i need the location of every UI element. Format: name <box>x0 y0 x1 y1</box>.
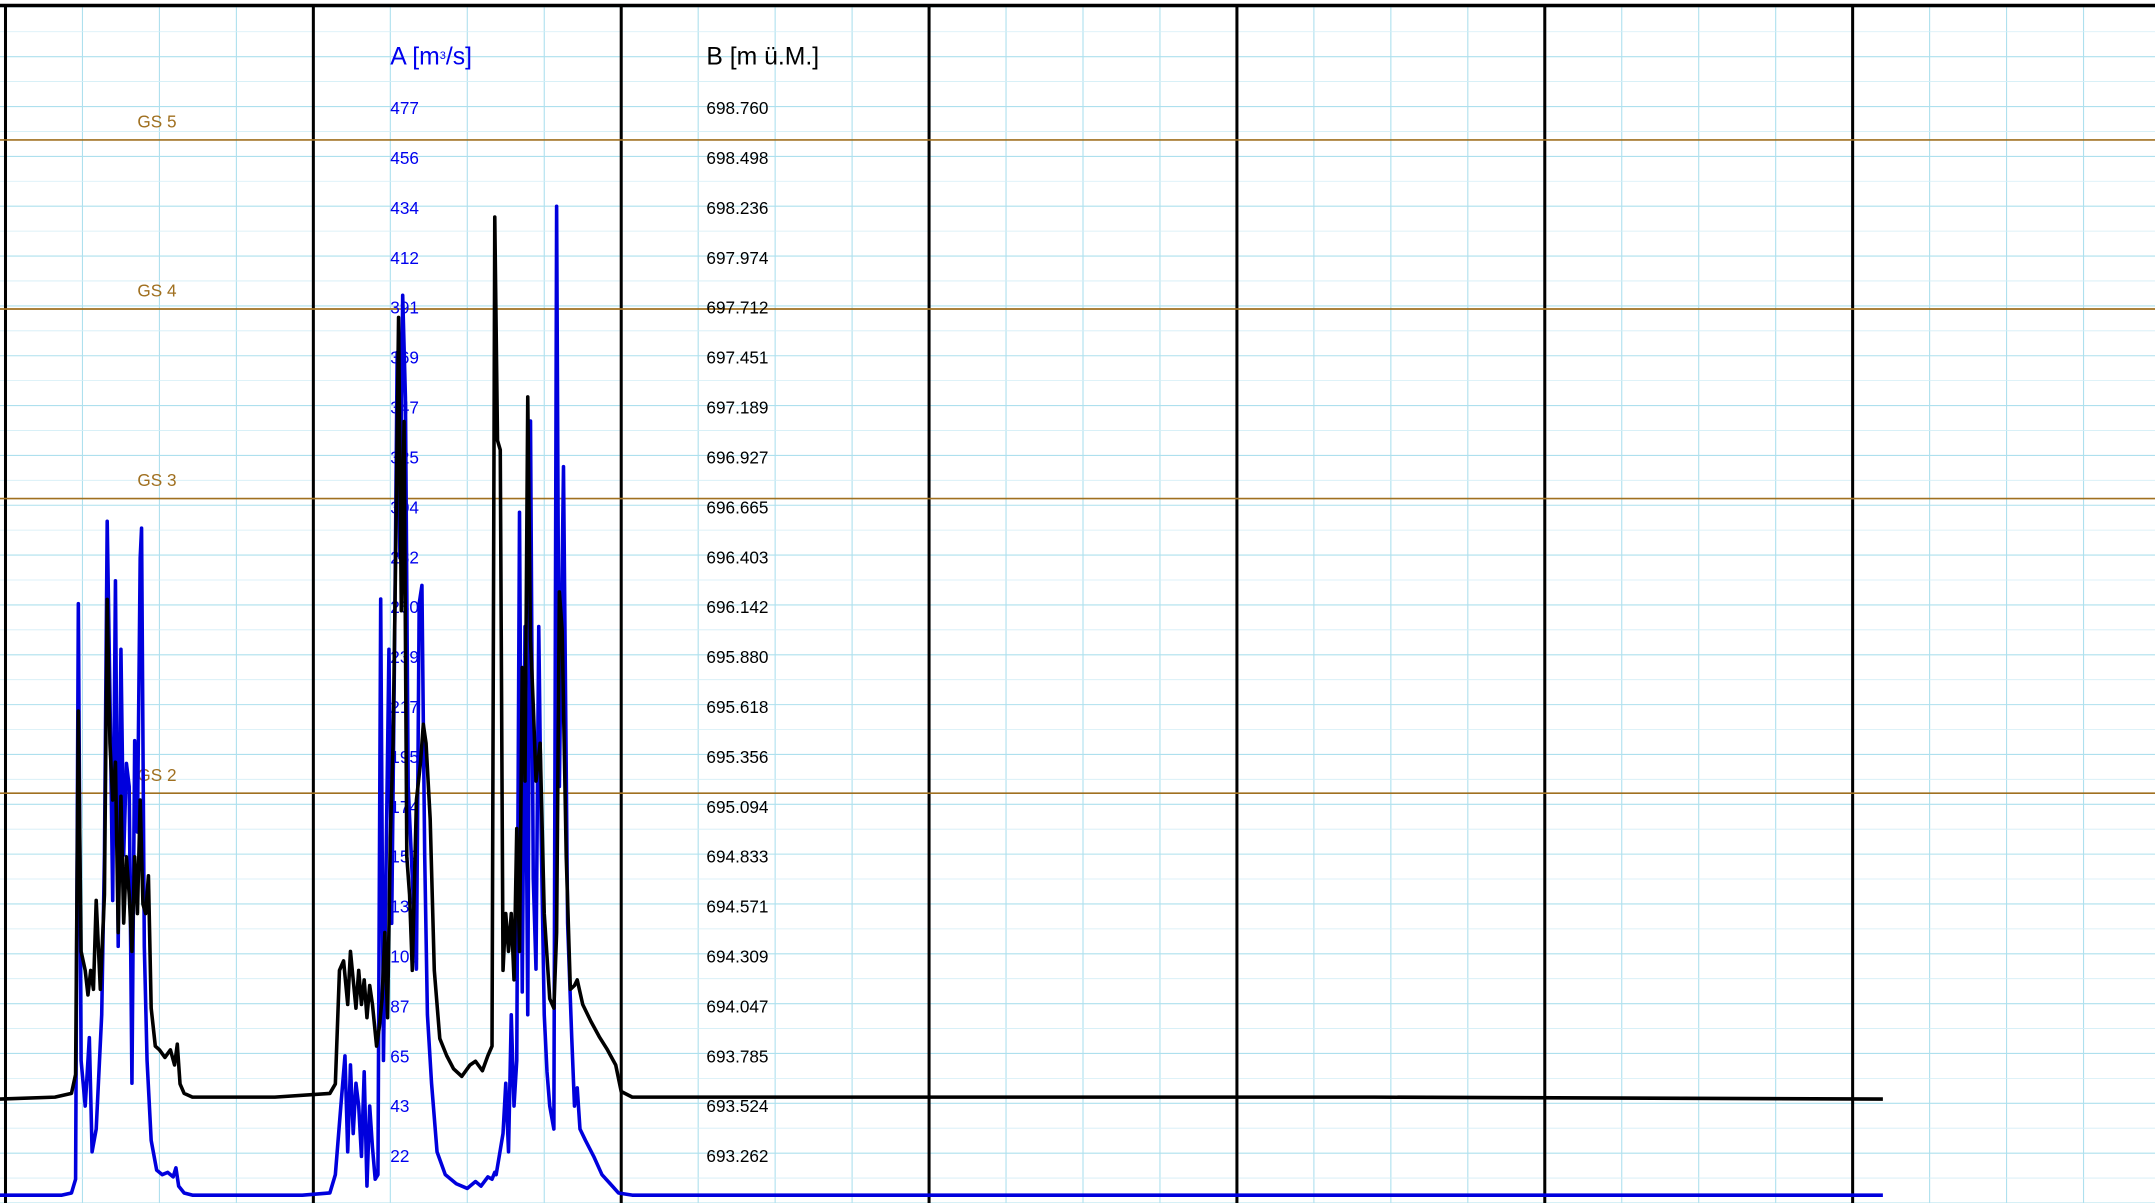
axis-b-tick-label: 698.236 <box>706 198 768 218</box>
axis-b-tick-label: 697.189 <box>706 398 768 418</box>
series-lines <box>0 204 1883 1197</box>
axis-b-tick-label: 698.760 <box>706 98 768 118</box>
axis-b-tick-label: 696.665 <box>706 497 768 517</box>
axis-a-tick-label: 65 <box>390 1046 409 1066</box>
axis-b-tick-label: 698.498 <box>706 148 768 168</box>
axis-a-tick-label: 87 <box>390 996 409 1016</box>
axis-b-tick-label: 695.094 <box>706 797 769 817</box>
axis-b-tick-label: 694.571 <box>706 897 768 917</box>
axis-b-tick-label: 697.451 <box>706 348 768 368</box>
series-a-line <box>0 204 1883 1197</box>
axis-b-tick-label: 697.712 <box>706 298 768 318</box>
axis-b-tick-label: 696.142 <box>706 597 768 617</box>
threshold-label: GS 4 <box>137 281 177 301</box>
axis-b-tick-label: 693.262 <box>706 1146 768 1166</box>
threshold-lines: GS 5 GS 4 GS 3 GS 2 <box>0 112 2155 795</box>
axis-b-tick-label: 694.309 <box>706 947 768 967</box>
major-grid <box>0 3 2155 1203</box>
threshold-label: GS 2 <box>137 765 176 785</box>
axis-b-tick-label: 694.833 <box>706 847 768 867</box>
axis-a-tick-label: 477 <box>390 98 419 118</box>
axis-b-tick-label: 696.403 <box>706 547 768 567</box>
axis-b-ticks: 698.760 698.498 698.236 697.974 697.712 697.4… <box>706 98 769 1166</box>
axis-b-tick-label: 693.785 <box>706 1046 768 1066</box>
axis-b-tick-label: 695.356 <box>706 747 768 767</box>
axis-b-tick-label: 695.880 <box>706 647 768 667</box>
threshold-label: GS 5 <box>137 112 176 132</box>
axis-b-tick-label: 694.047 <box>706 996 768 1016</box>
axis-a-tick-label: 43 <box>390 1096 409 1116</box>
axis-a-tick-label: 412 <box>390 248 419 268</box>
axis-a-tick-label: 22 <box>390 1146 409 1166</box>
axis-b-title: B [m ü.M.] <box>706 44 819 71</box>
axis-a-tick-label: 434 <box>390 198 419 218</box>
axis-a-title: A [m3/s] <box>390 44 472 71</box>
minor-grid <box>0 6 2155 1203</box>
axis-b-tick-label: 693.524 <box>706 1096 769 1116</box>
axis-b-tick-label: 696.927 <box>706 447 768 467</box>
axis-b-tick-label: 697.974 <box>706 248 769 268</box>
axis-b-tick-label: 695.618 <box>706 697 768 717</box>
axis-a-tick-label: 456 <box>390 148 419 168</box>
series-b-line <box>0 215 1883 1101</box>
threshold-label: GS 3 <box>137 470 176 490</box>
